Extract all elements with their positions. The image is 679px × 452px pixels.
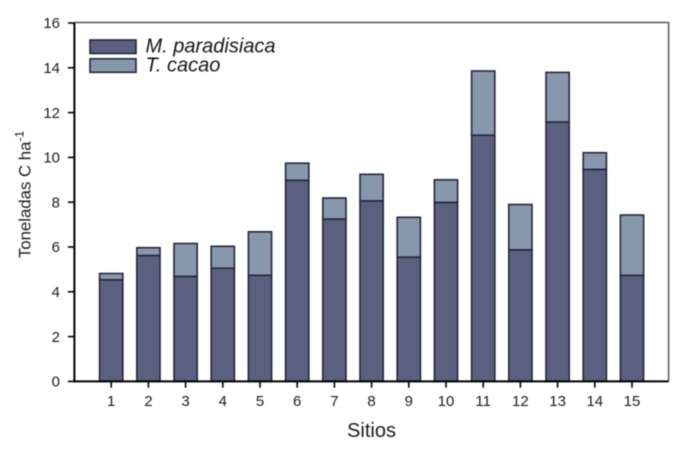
svg-text:8: 8 (367, 393, 375, 410)
svg-text:13: 13 (549, 393, 566, 410)
svg-text:14: 14 (586, 393, 603, 410)
svg-text:6: 6 (52, 239, 60, 256)
svg-text:10: 10 (438, 393, 455, 410)
svg-text:14: 14 (43, 60, 60, 77)
svg-text:5: 5 (256, 393, 264, 410)
svg-text:12: 12 (43, 105, 60, 122)
svg-text:15: 15 (624, 393, 641, 410)
svg-text:8: 8 (52, 194, 60, 211)
svg-text:16: 16 (43, 15, 60, 32)
svg-text:6: 6 (293, 393, 301, 410)
svg-text:3: 3 (181, 393, 189, 410)
svg-text:M. paradisiaca: M. paradisiaca (146, 36, 276, 58)
svg-text:2: 2 (144, 393, 152, 410)
svg-text:9: 9 (405, 393, 413, 410)
svg-text:T. cacao: T. cacao (146, 55, 221, 77)
svg-text:11: 11 (475, 393, 491, 410)
svg-text:1: 1 (107, 393, 115, 410)
svg-text:Toneladas C ha-1: Toneladas C ha-1 (13, 131, 35, 259)
svg-text:4: 4 (219, 393, 227, 410)
svg-text:10: 10 (43, 150, 60, 167)
svg-text:7: 7 (330, 393, 338, 410)
svg-text:Sitios: Sitios (347, 420, 396, 442)
svg-text:4: 4 (52, 284, 60, 301)
svg-text:12: 12 (512, 393, 529, 410)
svg-text:0: 0 (52, 374, 60, 391)
svg-text:2: 2 (52, 329, 60, 346)
